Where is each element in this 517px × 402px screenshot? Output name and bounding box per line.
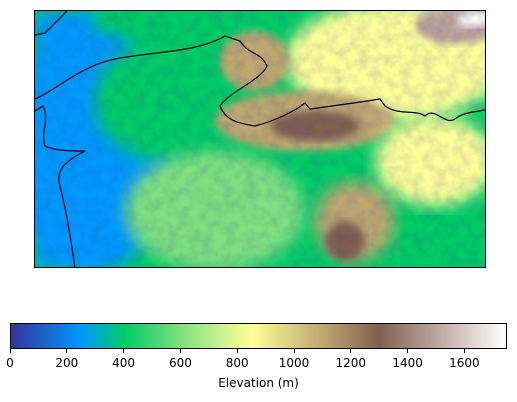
colorbar-tick-label: 1200 [335,356,367,370]
elevation-map-canvas [35,11,485,267]
colorbar-tick [407,349,409,353]
elevation-map [34,10,486,268]
boundary-line [35,11,68,36]
colorbar-tick [350,349,352,353]
boundary-line [35,35,485,127]
boundary-line [35,105,86,267]
colorbar-tick [463,349,465,353]
colorbar-tick-label: 400 [112,356,136,370]
colorbar-tick-label: 1000 [278,356,310,370]
terrain-layer [35,11,485,267]
colorbar-tick [123,349,125,353]
colorbar-tick-label: 600 [168,356,192,370]
boundary-layer [35,11,485,267]
colorbar-tick [236,349,238,353]
colorbar-tick-label: 1400 [392,356,423,370]
colorbar [10,323,507,349]
colorbar-tick [9,349,11,353]
colorbar-label: Elevation (m) [218,376,299,390]
terrain-texture [35,11,485,267]
colorbar-tick [293,349,295,353]
colorbar-tick-label: 0 [6,356,14,370]
colorbar-tick-label: 800 [225,356,249,370]
colorbar-tick-label: 200 [55,356,79,370]
colorbar-tick [66,349,68,353]
colorbar-tick-label: 1600 [449,356,480,370]
colorbar-tick [179,349,181,353]
